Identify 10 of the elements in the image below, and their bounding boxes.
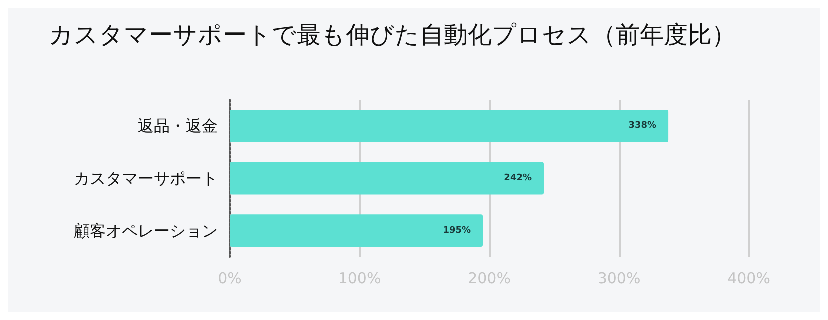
y-tick-label: 顧客オペレーション [74, 221, 218, 240]
data-label: 242% [504, 174, 532, 184]
bar [230, 162, 544, 195]
bar [230, 214, 484, 248]
y-tick-label: 返品・返金 [138, 116, 218, 136]
y-tick-label: カスタマーサポート [74, 169, 218, 188]
chart-title: カスタマーサポートで最も伸びた自動化プロセス（前年度比） [49, 21, 736, 49]
data-label: 195% [443, 226, 472, 236]
data-label: 338% [628, 121, 657, 132]
bar [230, 110, 669, 142]
